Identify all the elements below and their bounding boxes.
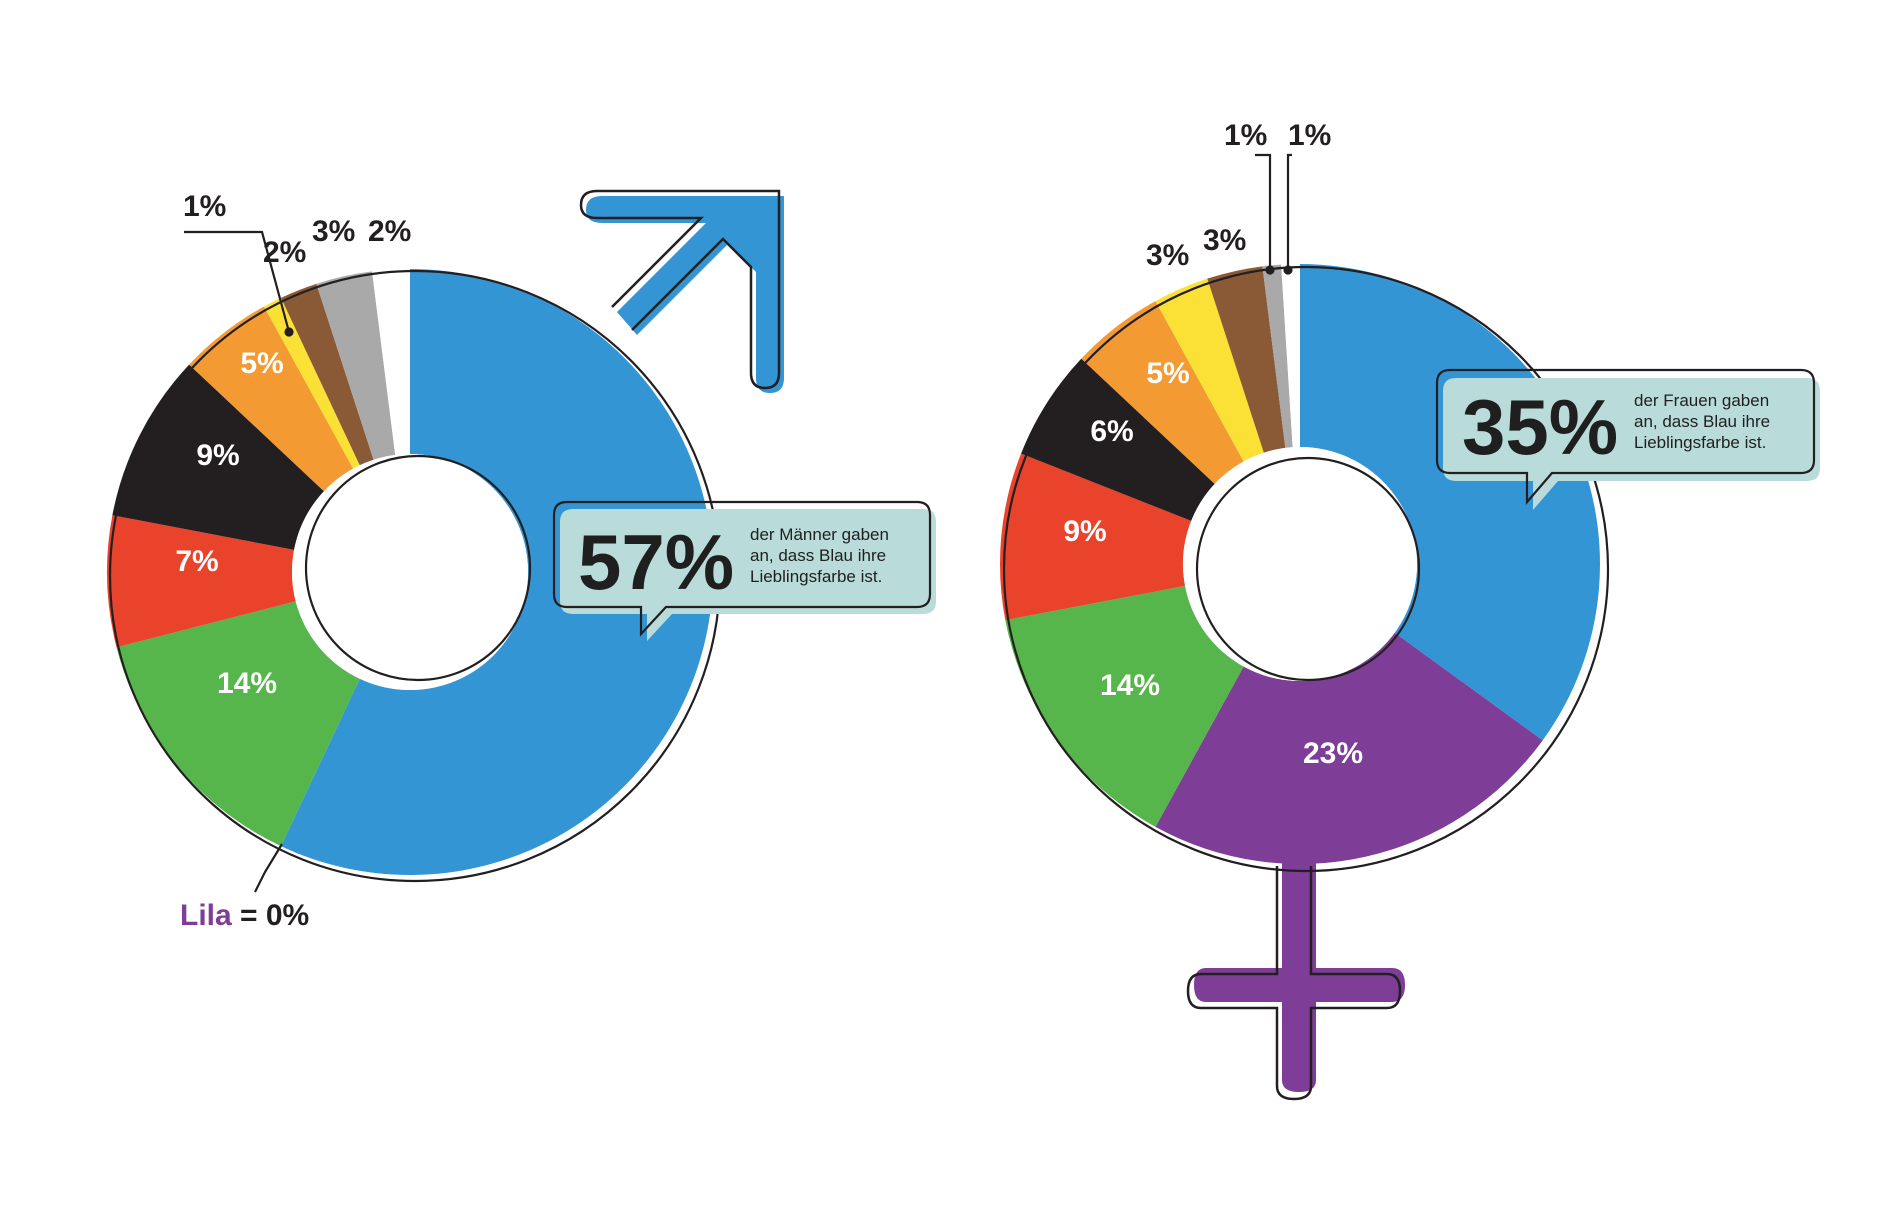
slice-0	[280, 269, 713, 876]
male-label-white: 2%	[368, 215, 411, 248]
slice-2	[1005, 585, 1244, 827]
male-label-grey: 3%	[312, 215, 355, 248]
female-label-yellow: 3%	[1146, 239, 1189, 272]
female-symbol	[1186, 860, 1405, 1101]
male-callout-line3: Lieblingsfarbe ist.	[750, 567, 882, 586]
slice-1	[1155, 632, 1543, 864]
slice-label-4: 6%	[1090, 415, 1133, 448]
donut-hole	[292, 454, 528, 690]
lila-note: Lila = 0%	[180, 899, 309, 932]
male-label-brown: 2%	[263, 236, 306, 269]
slice-1	[116, 601, 360, 847]
slice-label-1: 23%	[1303, 737, 1363, 770]
inner-outline	[1195, 456, 1421, 682]
inner-outline	[304, 454, 532, 682]
female-label-brown: 3%	[1203, 224, 1246, 257]
slice-7	[1207, 266, 1286, 453]
slice-8	[372, 269, 410, 455]
lila-word: Lila	[180, 899, 232, 932]
male-callout-percent: 57%	[578, 518, 734, 606]
slice-2	[107, 515, 296, 648]
slice-5	[264, 297, 360, 469]
female-label-grey: 1%	[1224, 119, 1267, 152]
slice-6	[280, 283, 374, 466]
female-donut-chart: 23% 14% 9% 6% 5%	[1000, 264, 1610, 873]
slice-4	[189, 306, 354, 492]
outer-outline	[1002, 265, 1610, 873]
slice-8	[1262, 264, 1293, 448]
slice-3	[112, 364, 324, 550]
slice-label-1: 14%	[217, 667, 277, 700]
male-symbol	[579, 189, 784, 393]
male-label-yellow: 1%	[183, 190, 226, 223]
slice-3	[1000, 453, 1192, 621]
slice-6	[1155, 278, 1264, 462]
slice-5	[1081, 301, 1244, 484]
slice-label-4: 5%	[240, 347, 283, 380]
female-callout-line3: Lieblingsfarbe ist.	[1634, 433, 1766, 452]
donut-hole	[1183, 447, 1417, 681]
female-callout-line2: an, dass Blau ihre	[1634, 412, 1770, 431]
slice-7	[316, 271, 396, 460]
slice-label-2: 7%	[175, 545, 218, 578]
female-callout-percent: 35%	[1462, 383, 1618, 471]
lila-rest: = 0%	[232, 899, 310, 932]
male-callout-line2: an, dass Blau ihre	[750, 546, 886, 565]
female-callout-line1: der Frauen gaben	[1634, 391, 1769, 410]
leader-lines	[184, 153, 1293, 893]
slice-label-5: 5%	[1146, 357, 1189, 390]
female-callout: 35% der Frauen gaben an, dass Blau ihre …	[1435, 368, 1820, 510]
slice-label-3: 9%	[1063, 515, 1106, 548]
female-label-white: 1%	[1288, 119, 1331, 152]
slice-label-3: 9%	[196, 439, 239, 472]
male-callout: 57% der Männer gaben an, dass Blau ihre …	[552, 500, 936, 641]
male-callout-line1: der Männer gaben	[750, 525, 889, 544]
slice-label-2: 14%	[1100, 669, 1160, 702]
slice-9	[1281, 264, 1300, 448]
slice-4	[1021, 358, 1215, 521]
